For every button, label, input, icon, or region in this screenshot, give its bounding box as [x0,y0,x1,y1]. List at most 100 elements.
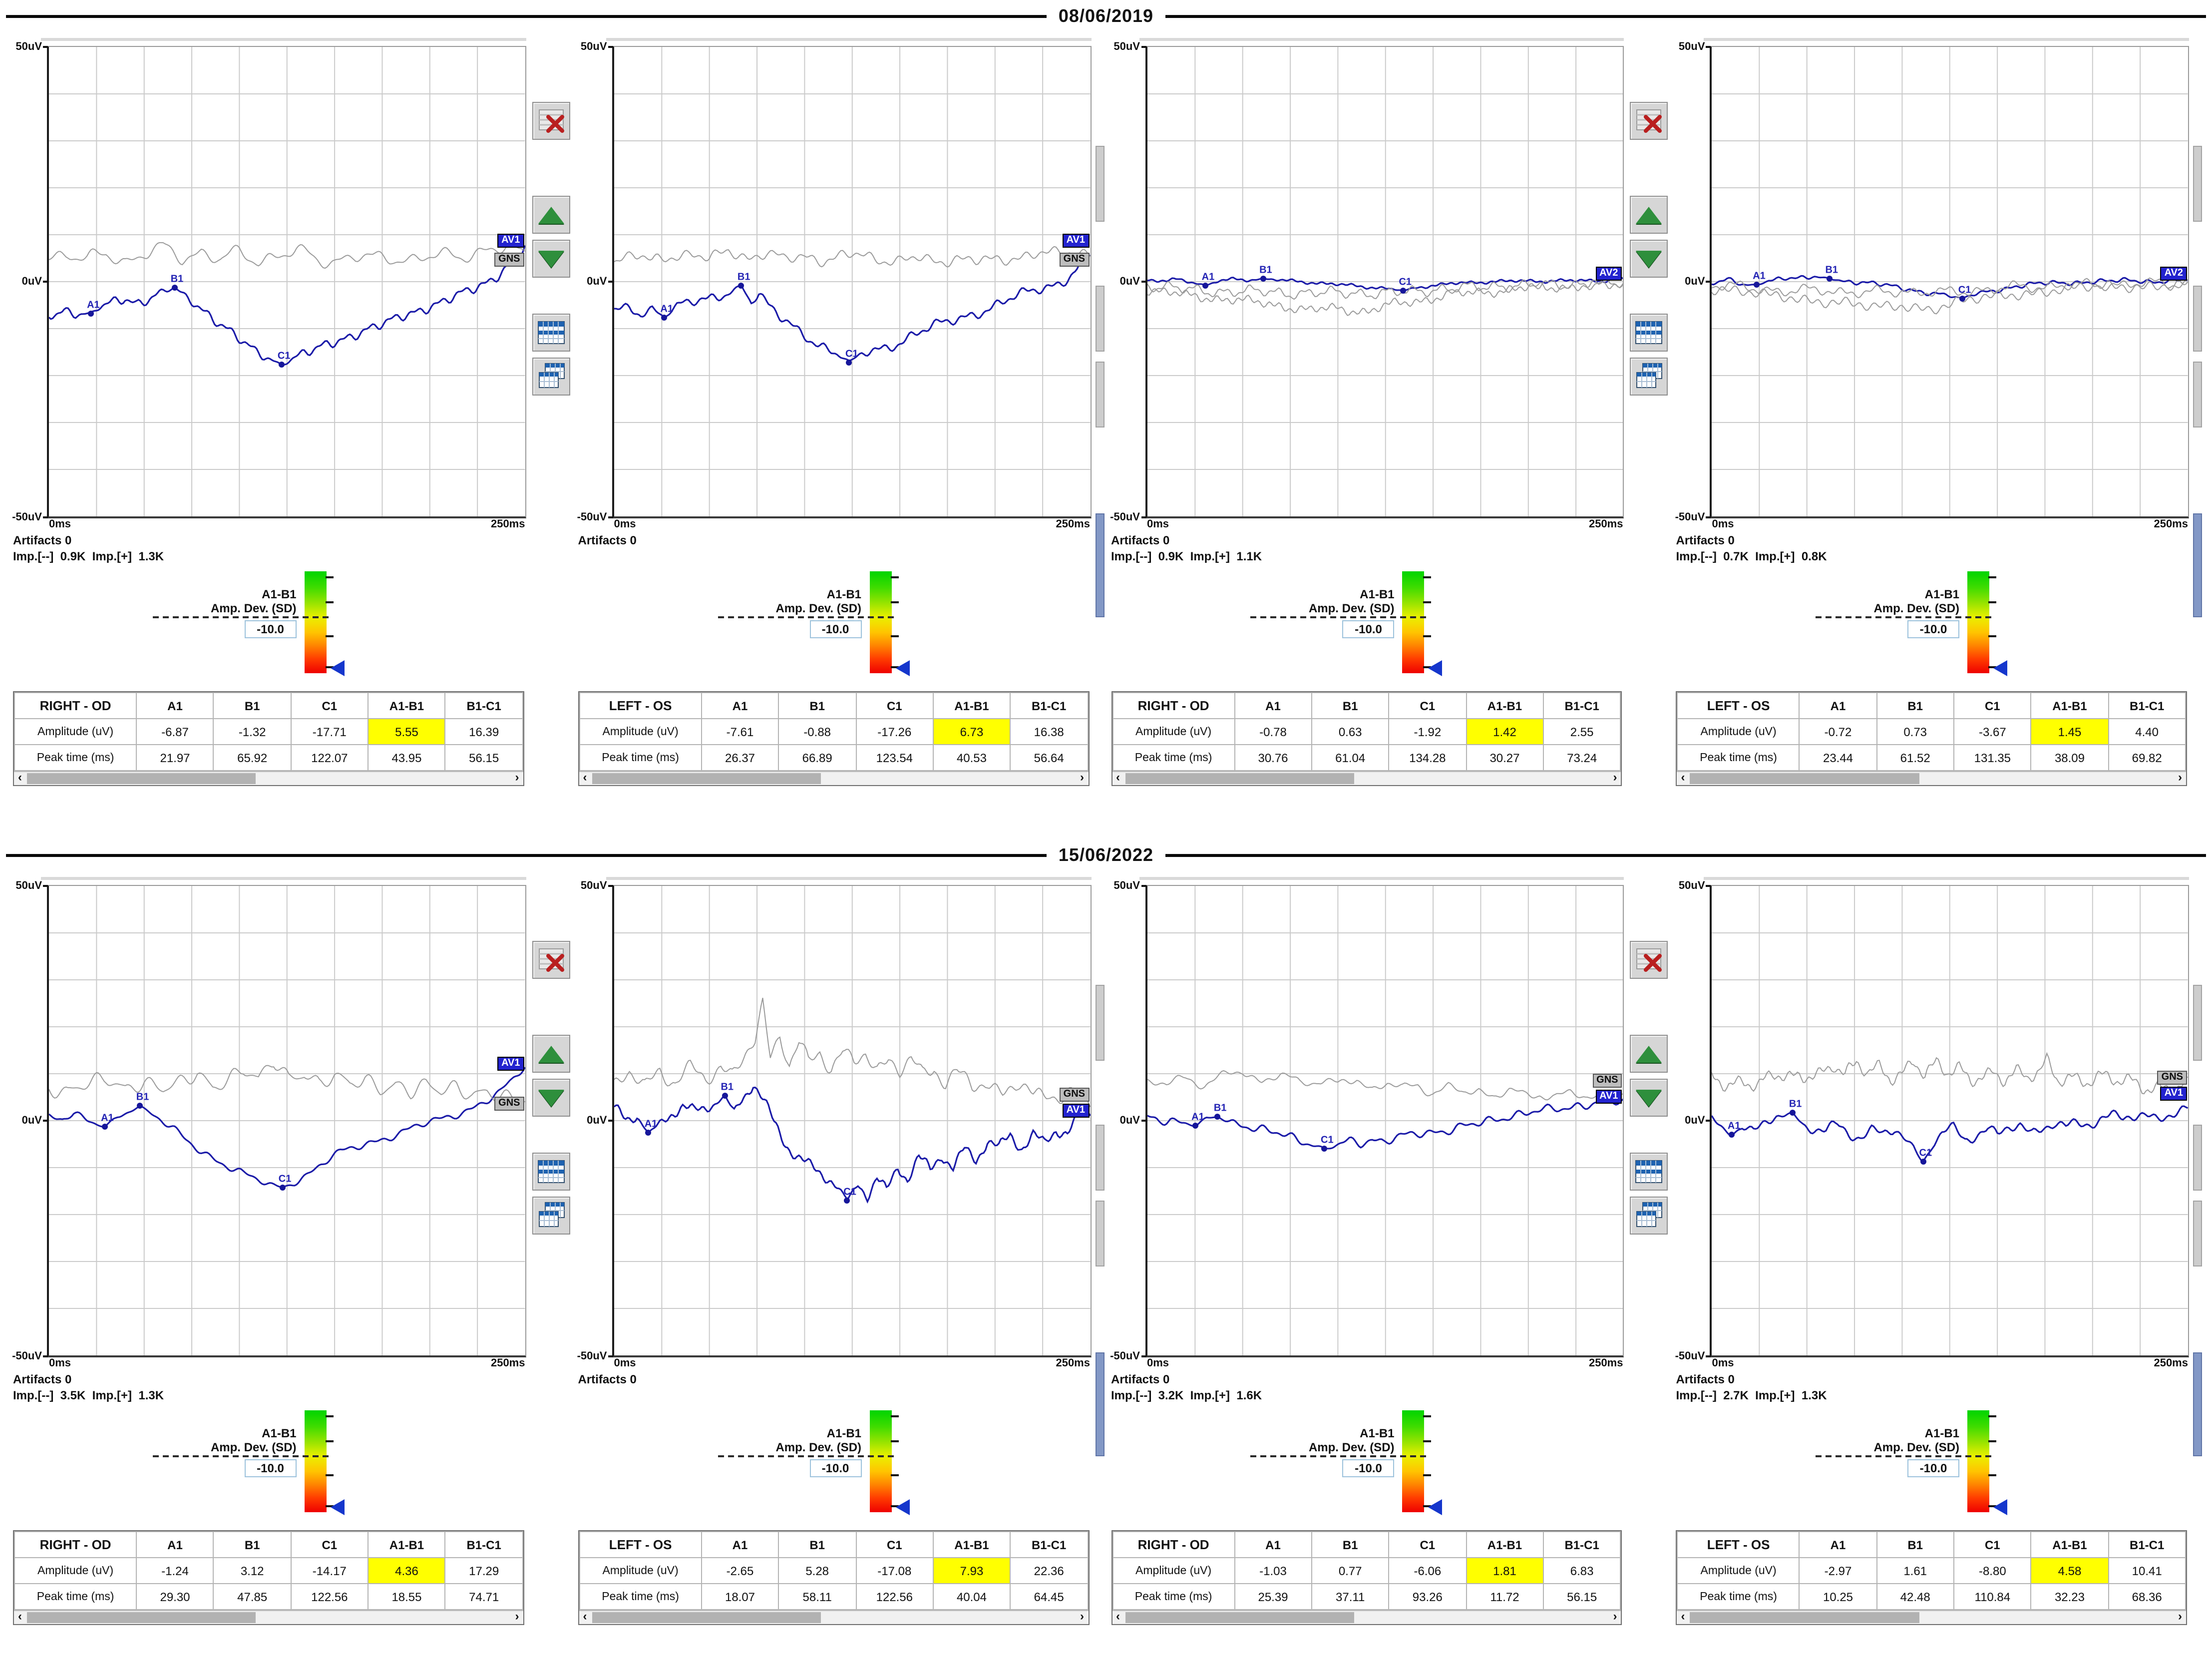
marker-point-c1[interactable] [846,360,852,366]
waveform-plot[interactable]: 50uV 0uV -50uV A1 B1 C1 GNS AV1 [577,880,1091,1362]
scroll-left-icon[interactable]: ‹ [583,770,587,784]
scroll-right-icon[interactable]: › [1613,770,1617,784]
scroll-right-icon[interactable]: › [2178,770,2182,784]
scrollbar-thumb[interactable] [592,1612,821,1623]
scrollbar-thumb[interactable] [27,1612,256,1623]
gns-trace[interactable] [614,998,1091,1107]
marker-point-a1[interactable] [1728,1131,1735,1138]
average-trace[interactable] [1147,278,1623,291]
marker-point-a1[interactable] [1753,282,1760,288]
waveform-plot[interactable]: 50uV 0uV -50uV A1 B1 C1 AV2 [1675,41,2189,523]
marker-point-b1[interactable] [171,285,178,291]
average-trace[interactable] [49,246,525,365]
show-table-icon[interactable] [532,314,570,352]
scroll-left-icon[interactable]: ‹ [18,770,22,784]
marker-point-b1[interactable] [1260,276,1266,282]
threshold-marker-icon[interactable] [895,1499,910,1515]
average-trace-label[interactable]: AV2 [2160,266,2187,281]
gns-trace-label[interactable]: GNS [1592,1073,1622,1088]
marker-point-c1[interactable] [1400,288,1406,294]
scroll-right-icon[interactable]: › [2178,1609,2182,1623]
scrollbar-thumb[interactable] [27,773,256,784]
threshold-marker-icon[interactable] [895,660,910,676]
gns-trace-label[interactable]: GNS [2157,1070,2187,1085]
gns-trace[interactable] [1712,1053,2189,1095]
scroll-left-icon[interactable]: ‹ [1681,770,1685,784]
marker-point-b1[interactable] [1790,1110,1796,1116]
waveform-plot[interactable]: 50uV 0uV -50uV A1 B1 C1 AV1 GNS [577,41,1091,523]
marker-point-a1[interactable] [1202,282,1209,289]
move-down-icon[interactable] [532,1079,570,1117]
marker-point-a1[interactable] [645,1130,652,1136]
cascade-tables-icon[interactable] [532,1197,570,1235]
average-trace-label[interactable]: AV1 [2160,1086,2187,1101]
marker-point-a1[interactable] [101,1123,108,1130]
scrollbar-thumb[interactable] [1125,1612,1354,1623]
move-down-icon[interactable] [1630,240,1668,278]
marker-point-a1[interactable] [87,311,94,317]
scroll-left-icon[interactable]: ‹ [1116,770,1120,784]
waveform-plot[interactable]: 50uV 0uV -50uV A1 B1 C1 AV2 [1110,41,1624,523]
table-scrollbar[interactable]: ‹ › [1677,770,2186,785]
scrollbar-thumb[interactable] [1690,1612,1919,1623]
average-trace-label[interactable]: AV1 [497,233,524,248]
marker-point-c1[interactable] [278,362,285,368]
marker-point-c1[interactable] [1321,1146,1328,1152]
threshold-marker-icon[interactable] [330,1499,345,1515]
threshold-marker-icon[interactable] [1428,660,1443,676]
average-trace[interactable] [49,1067,525,1187]
marker-point-b1[interactable] [1214,1114,1221,1120]
amp-dev-value-input[interactable]: -10.0 [1907,620,1960,638]
move-up-icon[interactable] [532,196,570,234]
cascade-tables-icon[interactable] [1630,1197,1668,1235]
gns-trace[interactable] [49,1065,525,1103]
scroll-right-icon[interactable]: › [1080,1609,1084,1623]
average-trace-label[interactable]: AV1 [1595,1089,1622,1104]
move-down-icon[interactable] [532,240,570,278]
cascade-tables-icon[interactable] [532,358,570,396]
scroll-left-icon[interactable]: ‹ [1116,1609,1120,1623]
waveform-plot[interactable]: 50uV 0uV -50uV A1 B1 C1 AV1 GNS [12,880,526,1362]
gns-trace-label[interactable]: GNS [1059,253,1089,267]
average-trace[interactable] [1147,1098,1623,1149]
waveform-plot[interactable]: 50uV 0uV -50uV A1 B1 C1 AV1 GNS [12,41,526,523]
threshold-marker-icon[interactable] [1993,1499,2008,1515]
scroll-right-icon[interactable]: › [1080,770,1084,784]
average-trace-label[interactable]: AV2 [1595,266,1622,281]
table-scrollbar[interactable]: ‹ › [1677,1609,2186,1624]
table-scrollbar[interactable]: ‹ › [1112,1610,1621,1624]
threshold-marker-icon[interactable] [1993,660,2008,676]
marker-point-b1[interactable] [738,283,744,289]
gns-trace[interactable] [1147,277,1623,299]
scroll-right-icon[interactable]: › [1613,1609,1617,1623]
move-down-icon[interactable] [1630,1079,1668,1117]
table-scrollbar[interactable]: ‹ › [579,1609,1088,1624]
amp-dev-value-input[interactable]: -10.0 [1342,620,1395,638]
average-trace-label[interactable]: AV1 [1062,1103,1089,1118]
marker-point-b1[interactable] [722,1093,728,1099]
scroll-right-icon[interactable]: › [515,1609,519,1623]
show-table-icon[interactable] [532,1153,570,1191]
delete-average-icon[interactable] [532,102,570,140]
table-scrollbar[interactable]: ‹ › [1112,771,1621,785]
gns-trace[interactable] [1712,280,2189,314]
average-trace-label[interactable]: AV1 [1062,233,1089,248]
marker-point-a1[interactable] [1192,1122,1198,1129]
marker-point-a1[interactable] [661,314,668,321]
marker-point-c1[interactable] [844,1198,850,1204]
scroll-left-icon[interactable]: ‹ [1681,1609,1685,1623]
scrollbar-thumb[interactable] [1690,773,1919,784]
marker-point-c1[interactable] [1920,1159,1926,1165]
scroll-left-icon[interactable]: ‹ [18,1609,22,1623]
marker-point-c1[interactable] [1959,296,1965,302]
table-scrollbar[interactable]: ‹ › [14,1610,523,1624]
gns-trace-label[interactable]: GNS [494,1097,524,1111]
gns-trace[interactable] [1147,280,1623,316]
move-up-icon[interactable] [532,1035,570,1073]
table-scrollbar[interactable]: ‹ › [14,771,523,785]
marker-point-b1[interactable] [1826,275,1833,282]
marker-point-c1[interactable] [279,1184,286,1191]
amp-dev-value-input[interactable]: -10.0 [244,1459,297,1477]
amp-dev-value-input[interactable]: -10.0 [809,1459,862,1477]
delete-average-icon[interactable] [1630,102,1668,140]
